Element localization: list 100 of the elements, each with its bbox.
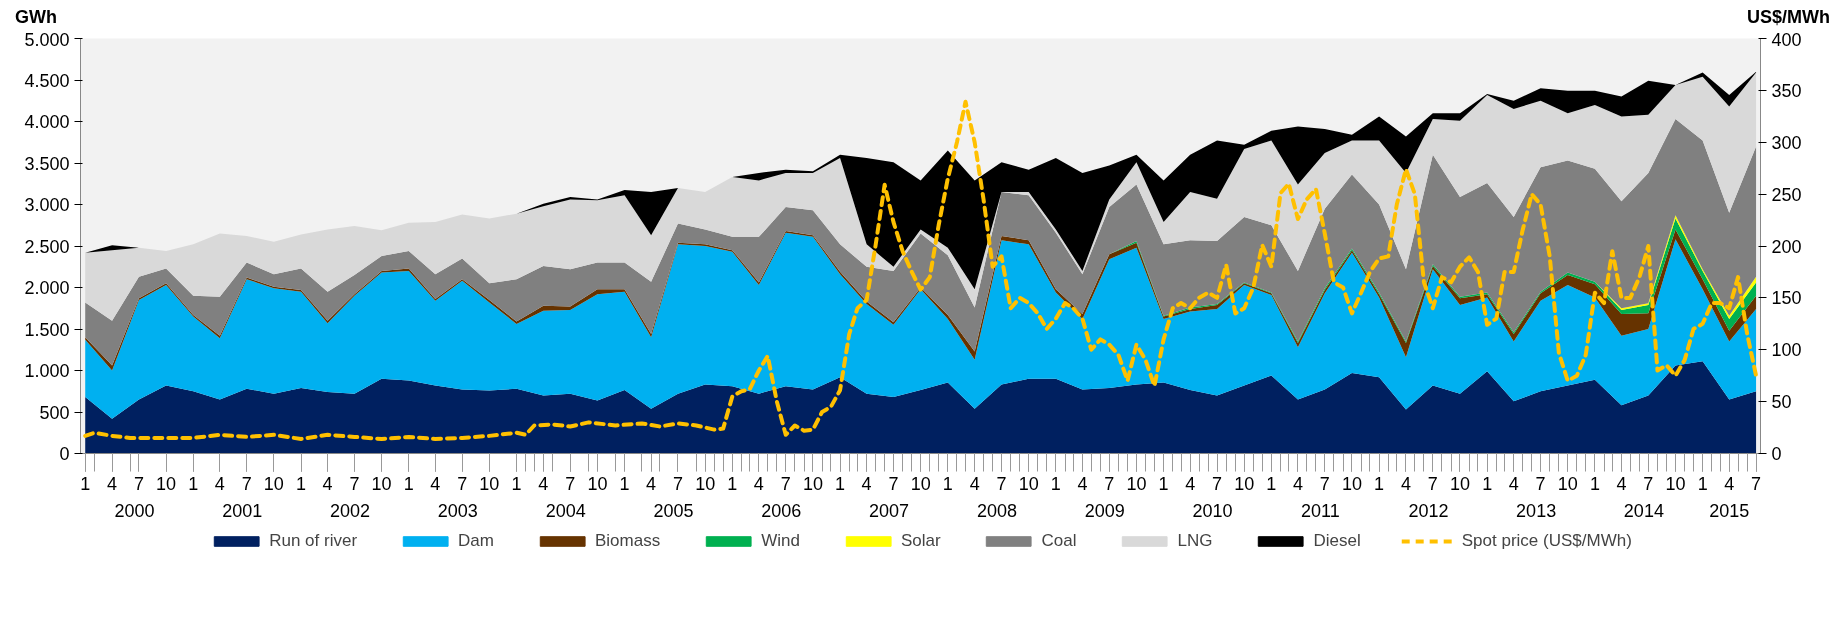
y2-tick-label: 0	[1771, 444, 1782, 464]
x-tick-label: 10	[156, 473, 177, 494]
x-tick-label: 7	[672, 473, 683, 494]
x2-tick-label: 2013	[1516, 500, 1557, 521]
x-tick-label: 7	[780, 473, 791, 494]
x-tick-label: 7	[888, 473, 899, 494]
x-tick-label: 10	[1665, 473, 1686, 494]
x-tick-label: 1	[296, 473, 307, 494]
legend-label: Dam	[458, 531, 494, 551]
line-series	[83, 99, 1759, 441]
x-tick-label: 10	[263, 473, 284, 494]
x-tick-label: 4	[1616, 473, 1627, 494]
legend-label: Wind	[761, 531, 800, 551]
x2-tick-label: 2009	[1084, 500, 1125, 521]
x2-tick-label: 2001	[222, 500, 263, 521]
x-tick-label: 4	[107, 473, 118, 494]
x2-tick-label: 2003	[437, 500, 478, 521]
x-tick-label: 4	[214, 473, 225, 494]
y2-tick-label: 200	[1771, 236, 1802, 257]
legend-label: Solar	[900, 531, 941, 551]
y-tick-label: 4.500	[24, 70, 70, 91]
y2-tick-label: 100	[1771, 340, 1802, 361]
legend-label: Run of river	[269, 531, 358, 551]
x-tick-label: 1	[511, 473, 522, 494]
x2-tick-label: 2004	[545, 500, 586, 521]
x-tick-label: 7	[1751, 473, 1762, 494]
y-tick-label: 1.500	[24, 319, 70, 340]
x2-tick-label: 2006	[761, 500, 802, 521]
x-tick-label: 4	[646, 473, 657, 494]
x-tick-label: 4	[430, 473, 441, 494]
x-tick-label: 7	[457, 473, 468, 494]
x-tick-label: 1	[1697, 473, 1708, 494]
x-tick-label: 10	[1341, 473, 1362, 494]
x-tick-label: 7	[241, 473, 252, 494]
x2-tick-label: 2014	[1623, 500, 1664, 521]
x-tick-label: 10	[371, 473, 392, 494]
x2-tick-label: 2010	[1192, 500, 1233, 521]
x-tick-label: 1	[727, 473, 738, 494]
y2-tick-label: 350	[1771, 80, 1802, 101]
y-tick-label: 3.000	[24, 195, 70, 215]
y-tick-label: 1.000	[24, 361, 70, 381]
x-tick-label: 1	[1050, 473, 1061, 494]
legend-label: Diesel	[1313, 531, 1361, 551]
y2-tick-label: 250	[1771, 184, 1802, 205]
x-tick-label: 1	[403, 473, 414, 494]
x-tick-label: 1	[188, 473, 199, 494]
x-tick-label: 1	[1158, 473, 1169, 494]
legend-label: Coal	[1041, 531, 1077, 551]
x-tick-label: 10	[1018, 473, 1039, 494]
x2-tick-label: 2007	[869, 500, 910, 521]
x-tick-label: 1	[1374, 473, 1385, 494]
x-tick-label: 1	[942, 473, 953, 494]
x-tick-label: 1	[1266, 473, 1277, 494]
x-tick-label: 7	[1319, 473, 1330, 494]
y-tick-label: 3.500	[24, 153, 70, 174]
x-tick-label: 1	[1589, 473, 1600, 494]
x-tick-label: 10	[695, 473, 716, 494]
x-tick-label: 1	[619, 473, 630, 494]
x-tick-label: 4	[753, 473, 764, 494]
x2-tick-label: 2008	[977, 500, 1018, 521]
y-axis-title: GWh	[15, 6, 57, 29]
x-tick-label: 10	[910, 473, 931, 494]
x-tick-label: 10	[1126, 473, 1147, 494]
x-tick-label: 4	[861, 473, 872, 494]
y-tick-label: 2.500	[24, 236, 70, 257]
x-tick-label: 7	[1104, 473, 1115, 494]
x-tick-label: 4	[538, 473, 549, 494]
y2-tick-label: 400	[1771, 29, 1802, 50]
x2-tick-label: 2012	[1408, 500, 1449, 521]
x-tick-label: 7	[349, 473, 360, 494]
x-tick-label: 7	[1212, 473, 1223, 494]
x2-tick-label: 2002	[330, 500, 371, 521]
x2-tick-label: 2011	[1301, 500, 1340, 521]
y2-tick-label: 300	[1771, 132, 1802, 153]
legend-label: Biomass	[594, 531, 661, 551]
x-tick-label: 1	[80, 473, 91, 494]
x-tick-label: 10	[587, 473, 608, 494]
x-tick-label: 7	[996, 473, 1007, 494]
x-tick-label: 7	[133, 473, 144, 494]
y2-tick-label: 50	[1771, 392, 1792, 413]
y2-axis-title: US$/MWh	[1747, 6, 1830, 29]
x-tick-label: 4	[1724, 473, 1735, 494]
legend-label: Spot price (US$/MWh)	[1461, 531, 1632, 551]
x-tick-label: 4	[322, 473, 333, 494]
x-tick-label: 7	[1535, 473, 1546, 494]
x-tick-label: 4	[1508, 473, 1519, 494]
x-tick-label: 10	[1234, 473, 1255, 494]
y-tick-label: 5.000	[24, 29, 70, 50]
x-tick-label: 1	[835, 473, 846, 494]
x-tick-label: 7	[565, 473, 576, 494]
x-tick-label: 7	[1643, 473, 1654, 494]
x2-tick-label: 2005	[653, 500, 694, 521]
x2-tick-label: 2000	[114, 500, 155, 521]
y-tick-label: 0	[59, 444, 70, 464]
y-tick-label: 4.000	[24, 112, 70, 132]
x-tick-label: 4	[969, 473, 980, 494]
x-tick-label: 4	[1400, 473, 1411, 494]
x-tick-label: 4	[1292, 473, 1303, 494]
y-tick-label: 2.000	[24, 278, 70, 298]
y-tick-label: 500	[39, 402, 70, 423]
